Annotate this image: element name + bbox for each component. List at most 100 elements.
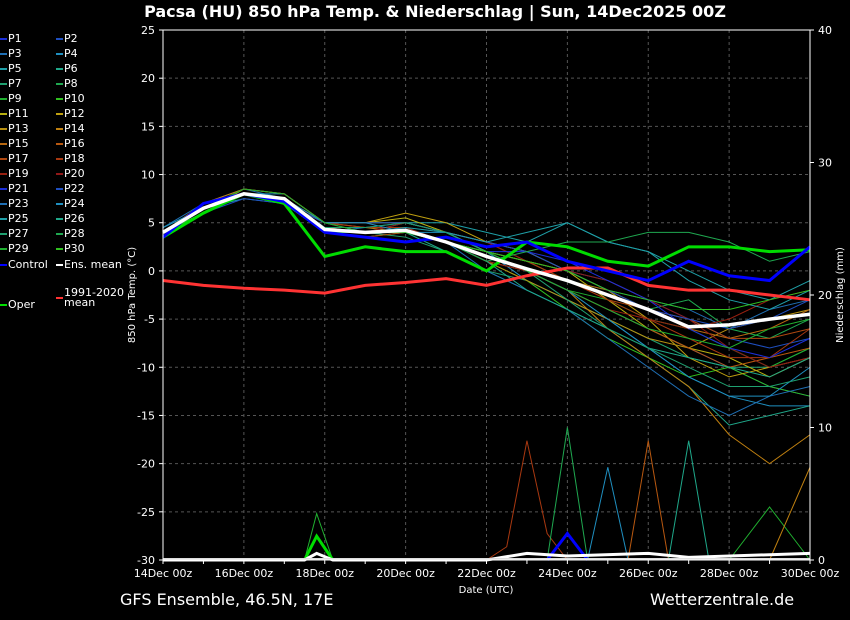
legend-label: Ens. mean	[64, 258, 122, 271]
control-line	[162, 192, 811, 283]
y2-tick-label: 0	[818, 554, 825, 567]
legend-label: P8	[64, 77, 78, 90]
legend-label: P20	[64, 167, 85, 180]
legend-swatch	[56, 173, 63, 175]
y-tick-label: -15	[137, 409, 155, 422]
climate-mean-line	[162, 266, 811, 302]
legend-label: P16	[64, 137, 85, 150]
legend-item: P4	[56, 47, 78, 61]
member-line-P7	[162, 193, 811, 368]
site-name: Wetterzentrale.de	[650, 590, 795, 609]
legend-item: P17	[0, 152, 29, 166]
legend-label: P10	[64, 92, 85, 105]
legend-swatch	[0, 304, 7, 306]
ens-mean-line	[162, 192, 811, 329]
legend-label: P6	[64, 62, 78, 75]
legend-swatch	[56, 68, 63, 70]
x-tick-label: 16Dec 00z	[215, 567, 274, 580]
y2-tick-label: 10	[818, 422, 832, 435]
legend-label: P27	[8, 227, 29, 240]
legend-item: P28	[56, 227, 85, 241]
legend-swatch	[56, 98, 63, 100]
axes: 25 20 15 10 5 0 -5 -10 -15 -20 -25 -30 40 30 20 10 0 14De…	[134, 24, 840, 580]
legend-item: P26	[56, 212, 85, 226]
precip-line-Control	[545, 531, 589, 561]
legend-item: P2	[56, 32, 78, 46]
legend-item: P24	[56, 197, 85, 211]
member-line-P16	[162, 193, 811, 368]
legend-swatch	[56, 203, 63, 205]
legend-swatch	[0, 248, 7, 250]
legend-item: P25	[0, 212, 29, 226]
legend-label: P2	[64, 32, 78, 45]
member-line-P9	[162, 193, 811, 368]
legend-swatch	[56, 143, 63, 145]
legend-label: P14	[64, 122, 85, 135]
legend-label: P30	[64, 242, 85, 255]
legend-swatch	[56, 264, 63, 266]
legend-swatch	[56, 53, 63, 55]
legend-swatch	[0, 264, 7, 266]
x-tick-label: 28Dec 00z	[700, 567, 759, 580]
y-tick-label: -30	[137, 554, 155, 567]
y-tick-label: 10	[141, 169, 155, 182]
legend-swatch	[0, 188, 7, 190]
legend-swatch	[56, 233, 63, 235]
legend-item: P19	[0, 167, 29, 181]
legend-swatch	[56, 297, 63, 299]
legend-label: P29	[8, 242, 29, 255]
legend-item: P3	[0, 47, 22, 61]
legend-label: P18	[64, 152, 85, 165]
precip-line-P29	[728, 506, 811, 561]
legend-item: P14	[56, 122, 85, 136]
member-line-P23	[162, 193, 811, 417]
y-tick-label: -5	[144, 313, 155, 326]
legend-label: P1	[8, 32, 22, 45]
legend-item: P27	[0, 227, 29, 241]
legend-swatch	[56, 158, 63, 160]
y2-tick-label: 20	[818, 289, 832, 302]
legend-label: P24	[64, 197, 85, 210]
legend-label: P13	[8, 122, 29, 135]
legend-item: P7	[0, 77, 22, 91]
legend-item: P29	[0, 242, 29, 256]
x-tick-label: 30Dec 00z	[781, 567, 840, 580]
x-tick-label: 18Dec 00z	[295, 567, 354, 580]
precip-line-P9	[304, 511, 334, 561]
legend-item: Oper	[0, 298, 35, 312]
precip-line-P18	[486, 440, 568, 561]
legend-item: P10	[56, 92, 85, 106]
legend-swatch	[0, 218, 7, 220]
precip-line-Ens. mean	[163, 551, 811, 562]
precip-line-P14	[769, 467, 811, 561]
legend-swatch	[56, 38, 63, 40]
x-tick-label: 22Dec 00z	[457, 567, 516, 580]
legend-item: P5	[0, 62, 22, 76]
legend-swatch	[0, 68, 7, 70]
y-tick-label: 20	[141, 72, 155, 85]
legend-swatch	[0, 98, 7, 100]
legend-swatch	[56, 128, 63, 130]
legend-item: P18	[56, 152, 85, 166]
legend-item: P30	[56, 242, 85, 256]
legend-item: 1991-2020 mean	[56, 287, 134, 308]
legend-item: P21	[0, 182, 29, 196]
legend-item: P23	[0, 197, 29, 211]
legend-swatch	[56, 248, 63, 250]
legend-item: P1	[0, 32, 22, 46]
legend-label: P15	[8, 137, 29, 150]
legend-swatch	[0, 38, 7, 40]
legend-swatch	[56, 188, 63, 190]
legend-label: P5	[8, 62, 22, 75]
y2-axis-label: Niederschlag (mm)	[835, 247, 846, 343]
legend-label: P25	[8, 212, 29, 225]
legend-swatch	[0, 53, 7, 55]
y-tick-label: -25	[137, 506, 155, 519]
legend-swatch	[56, 83, 63, 85]
y-tick-label: 0	[148, 265, 155, 278]
legend-label: Oper	[8, 298, 35, 311]
legend-swatch	[0, 143, 7, 145]
y-tick-label: 25	[141, 24, 155, 37]
model-info: GFS Ensemble, 46.5N, 17E	[120, 590, 334, 609]
